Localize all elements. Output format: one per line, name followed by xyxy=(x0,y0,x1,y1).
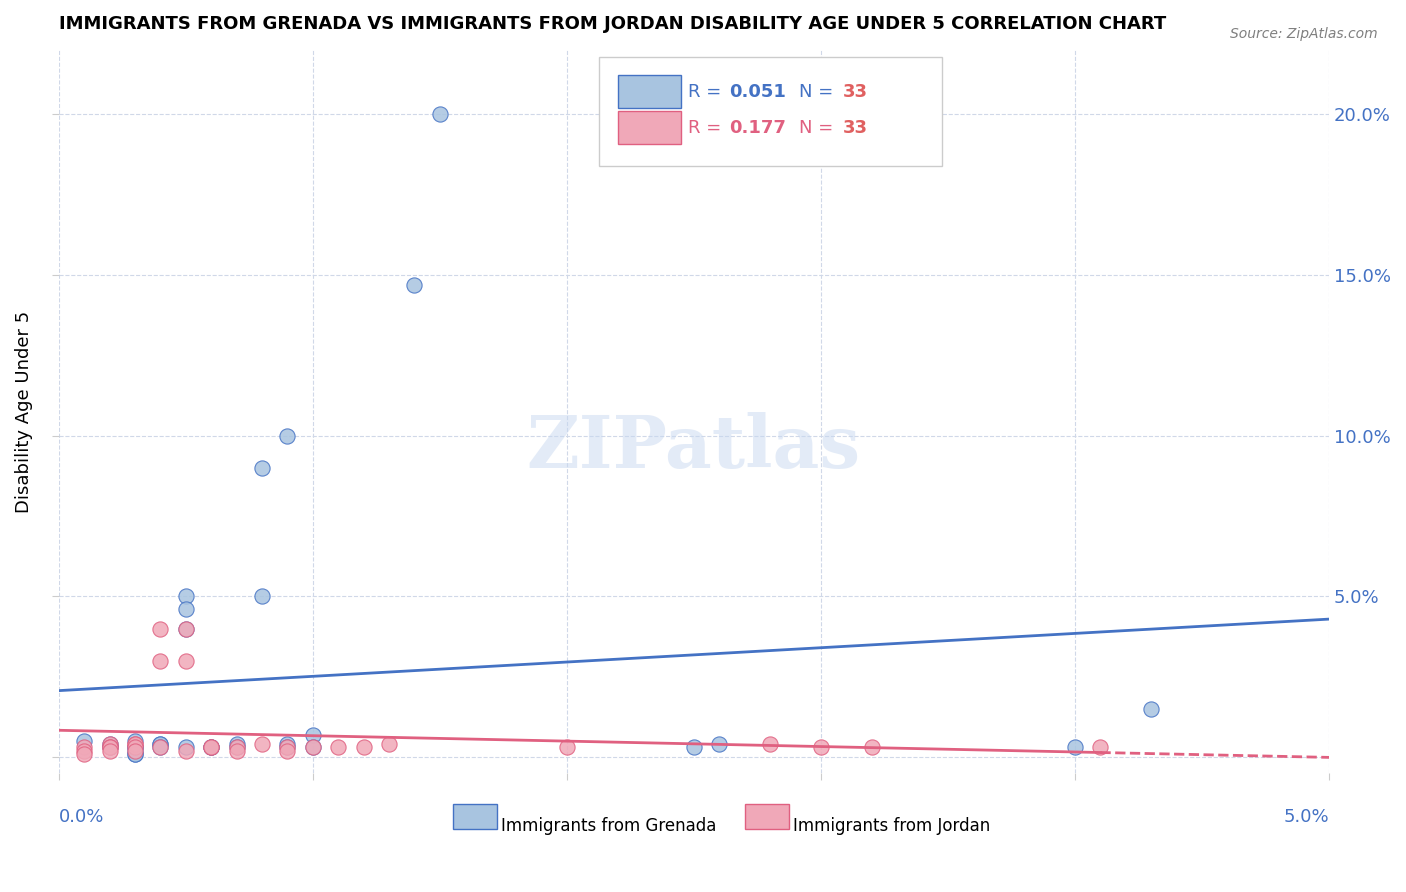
Text: R =: R = xyxy=(688,119,727,137)
Point xyxy=(555,740,578,755)
Point xyxy=(810,740,832,755)
Text: IMMIGRANTS FROM GRENADA VS IMMIGRANTS FROM JORDAN DISABILITY AGE UNDER 5 CORRELA: IMMIGRANTS FROM GRENADA VS IMMIGRANTS FR… xyxy=(59,15,1166,33)
Point xyxy=(276,744,298,758)
Point xyxy=(225,740,247,755)
Point xyxy=(98,740,121,755)
Point xyxy=(174,744,197,758)
Point xyxy=(149,740,172,755)
Point xyxy=(149,737,172,751)
Point xyxy=(301,728,323,742)
Point xyxy=(124,734,146,748)
Point xyxy=(276,737,298,751)
Point xyxy=(301,740,323,755)
Text: Source: ZipAtlas.com: Source: ZipAtlas.com xyxy=(1230,27,1378,41)
Point xyxy=(225,740,247,755)
Point xyxy=(276,740,298,755)
Point xyxy=(124,737,146,751)
Point xyxy=(124,744,146,758)
Point xyxy=(124,740,146,755)
Text: ZIPatlas: ZIPatlas xyxy=(527,412,860,483)
Point xyxy=(225,737,247,751)
Text: N =: N = xyxy=(800,119,839,137)
Point xyxy=(149,737,172,751)
Text: N =: N = xyxy=(800,83,839,101)
Point xyxy=(250,460,273,475)
Point xyxy=(328,740,350,755)
Point xyxy=(124,747,146,761)
Point xyxy=(709,737,731,751)
Point xyxy=(149,740,172,755)
Point xyxy=(149,622,172,636)
Point xyxy=(683,740,706,755)
Point xyxy=(225,744,247,758)
Text: 5.0%: 5.0% xyxy=(1284,808,1329,826)
Point xyxy=(174,654,197,668)
Point xyxy=(124,747,146,761)
Point xyxy=(124,744,146,758)
FancyBboxPatch shape xyxy=(599,57,942,166)
Point xyxy=(759,737,782,751)
Point xyxy=(1090,740,1112,755)
Point xyxy=(353,740,375,755)
FancyBboxPatch shape xyxy=(617,75,682,108)
Point xyxy=(174,602,197,616)
Point xyxy=(174,740,197,755)
Point xyxy=(174,622,197,636)
Point xyxy=(250,590,273,604)
Text: 33: 33 xyxy=(842,119,868,137)
Point xyxy=(124,737,146,751)
Text: R =: R = xyxy=(688,83,727,101)
Point xyxy=(174,622,197,636)
Point xyxy=(124,740,146,755)
Point xyxy=(124,740,146,755)
Point xyxy=(276,740,298,755)
Point xyxy=(200,740,222,755)
Point xyxy=(429,107,451,121)
Point xyxy=(378,737,401,751)
Point xyxy=(1064,740,1087,755)
Point xyxy=(200,740,222,755)
Point xyxy=(149,654,172,668)
Point xyxy=(200,740,222,755)
Text: 33: 33 xyxy=(842,83,868,101)
Point xyxy=(98,737,121,751)
Point xyxy=(1140,702,1163,716)
Point xyxy=(860,740,883,755)
Point xyxy=(73,747,96,761)
Point xyxy=(98,744,121,758)
Text: Immigrants from Jordan: Immigrants from Jordan xyxy=(793,816,990,835)
Y-axis label: Disability Age Under 5: Disability Age Under 5 xyxy=(15,310,32,513)
Text: 0.051: 0.051 xyxy=(730,83,786,101)
FancyBboxPatch shape xyxy=(745,804,789,829)
Point xyxy=(174,590,197,604)
Point xyxy=(73,740,96,755)
Point xyxy=(98,737,121,751)
Point xyxy=(301,740,323,755)
Text: Immigrants from Grenada: Immigrants from Grenada xyxy=(501,816,716,835)
FancyBboxPatch shape xyxy=(617,112,682,144)
Point xyxy=(73,734,96,748)
Text: 0.0%: 0.0% xyxy=(59,808,104,826)
FancyBboxPatch shape xyxy=(453,804,496,829)
Point xyxy=(200,740,222,755)
Point xyxy=(73,744,96,758)
Point xyxy=(404,277,426,292)
Text: 0.177: 0.177 xyxy=(730,119,786,137)
Point xyxy=(276,428,298,442)
Point xyxy=(98,740,121,755)
Point xyxy=(250,737,273,751)
Point xyxy=(98,740,121,755)
